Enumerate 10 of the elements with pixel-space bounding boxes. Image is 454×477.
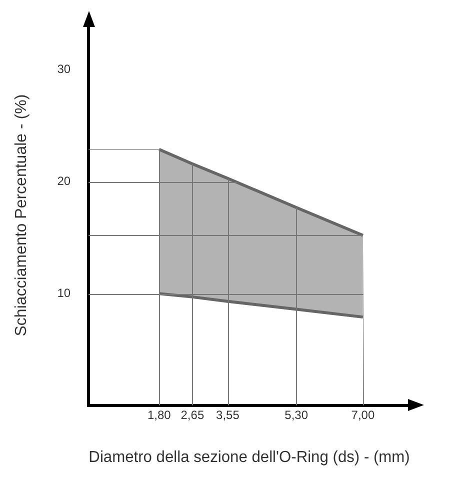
- y-tick-label: 10: [57, 286, 71, 300]
- y-tick-label: 20: [57, 174, 71, 188]
- y-axis-title: Schiacciamento Percentuale - (%): [13, 94, 30, 336]
- x-tick-label: 5,30: [284, 408, 308, 422]
- x-tick-label: 1,80: [147, 408, 172, 422]
- y-tick-label: 30: [57, 62, 71, 76]
- x-tick-label: 7,00: [351, 408, 375, 422]
- x-axis-title: Diametro della sezione dell'O-Ring (ds) - (mm): [88, 448, 410, 466]
- x-tick-label: 2,65: [180, 408, 204, 422]
- x-tick-label: 3,55: [216, 408, 240, 422]
